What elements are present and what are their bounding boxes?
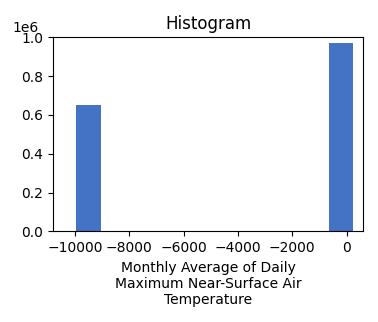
Bar xyxy=(76,105,101,231)
Text: 1e6: 1e6 xyxy=(13,21,39,35)
Bar xyxy=(329,43,353,231)
Title: Histogram: Histogram xyxy=(165,15,251,33)
X-axis label: Monthly Average of Daily
Maximum Near-Surface Air
Temperature: Monthly Average of Daily Maximum Near-Su… xyxy=(115,260,301,307)
